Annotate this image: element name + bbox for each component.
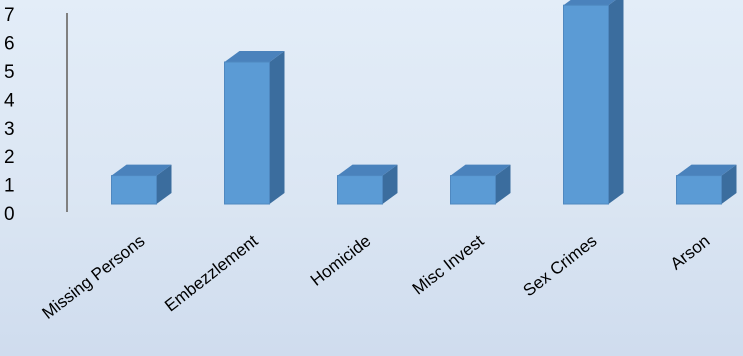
bar-side <box>608 0 624 204</box>
y-tick-label: 1 <box>4 176 15 197</box>
bar <box>111 164 172 205</box>
bar <box>224 51 285 205</box>
x-category-label: Misc Invest <box>409 231 488 298</box>
bar-front <box>337 175 383 205</box>
bar-top <box>111 164 172 176</box>
bar-side <box>269 51 285 204</box>
y-tick-label: 4 <box>4 90 15 111</box>
bar-front <box>450 175 496 205</box>
bar-top <box>676 164 737 176</box>
y-tick-label: 7 <box>4 5 15 26</box>
bar-top <box>450 164 511 176</box>
y-axis-ticks: 0 1 2 3 4 5 6 7 <box>4 5 15 225</box>
y-tick-label: 5 <box>4 62 15 83</box>
y-tick-label: 2 <box>4 147 15 168</box>
bar <box>450 164 511 205</box>
bar-top <box>224 51 285 62</box>
bars <box>111 0 737 205</box>
x-axis-labels: Missing Persons Embezzlement Homicide Misc … <box>38 231 713 323</box>
bar <box>676 164 737 205</box>
bar-side <box>382 164 398 204</box>
bar-top <box>337 164 398 176</box>
x-category-label: Embezzlement <box>161 231 262 315</box>
y-tick-label: 6 <box>4 34 15 55</box>
x-category-label: Missing Persons <box>38 231 148 323</box>
x-category-label: Homicide <box>307 231 375 290</box>
y-tick-label: 3 <box>4 119 15 140</box>
bar-side <box>156 164 172 204</box>
y-tick-label: 0 <box>4 204 15 225</box>
bar-front <box>676 175 722 205</box>
x-category-label: Sex Crimes <box>520 231 601 300</box>
bar-front <box>111 175 157 205</box>
bar-front <box>563 4 609 205</box>
bar-top <box>563 0 616 6</box>
bar <box>337 164 398 205</box>
bar-side <box>721 164 737 204</box>
bar <box>563 0 624 205</box>
bar-side <box>495 164 511 204</box>
bar-front <box>224 61 270 205</box>
x-category-label: Arson <box>667 231 714 273</box>
